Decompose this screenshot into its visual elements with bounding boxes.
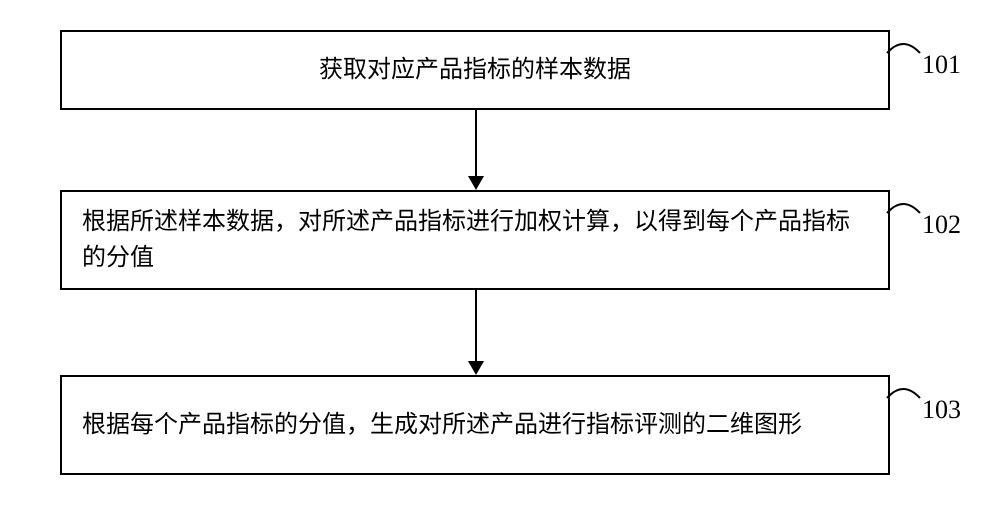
flow-step-2-text: 根据所述样本数据，对所述产品指标进行加权计算，以得到每个产品指标的分值 [82,204,868,276]
step-label-3: 103 [922,395,961,425]
connector-curve-3 [885,378,925,418]
connector-curve-2 [885,193,925,233]
arrow-2-3-head [468,361,484,375]
arrow-1-2-line [475,110,477,176]
flowchart-canvas: 获取对应产品指标的样本数据 101 根据所述样本数据，对所述产品指标进行加权计算… [0,0,1000,530]
flow-step-3-text: 根据每个产品指标的分值，生成对所述产品进行指标评测的二维图形 [82,407,802,443]
flow-step-2: 根据所述样本数据，对所述产品指标进行加权计算，以得到每个产品指标的分值 [60,190,890,290]
arrow-1-2-head [468,176,484,190]
step-label-1: 101 [922,50,961,80]
flow-step-3: 根据每个产品指标的分值，生成对所述产品进行指标评测的二维图形 [60,375,890,475]
flow-step-1: 获取对应产品指标的样本数据 [60,30,890,110]
arrow-2-3-line [475,290,477,361]
flow-step-1-text: 获取对应产品指标的样本数据 [319,52,631,88]
step-label-2: 102 [922,210,961,240]
connector-curve-1 [885,33,925,73]
